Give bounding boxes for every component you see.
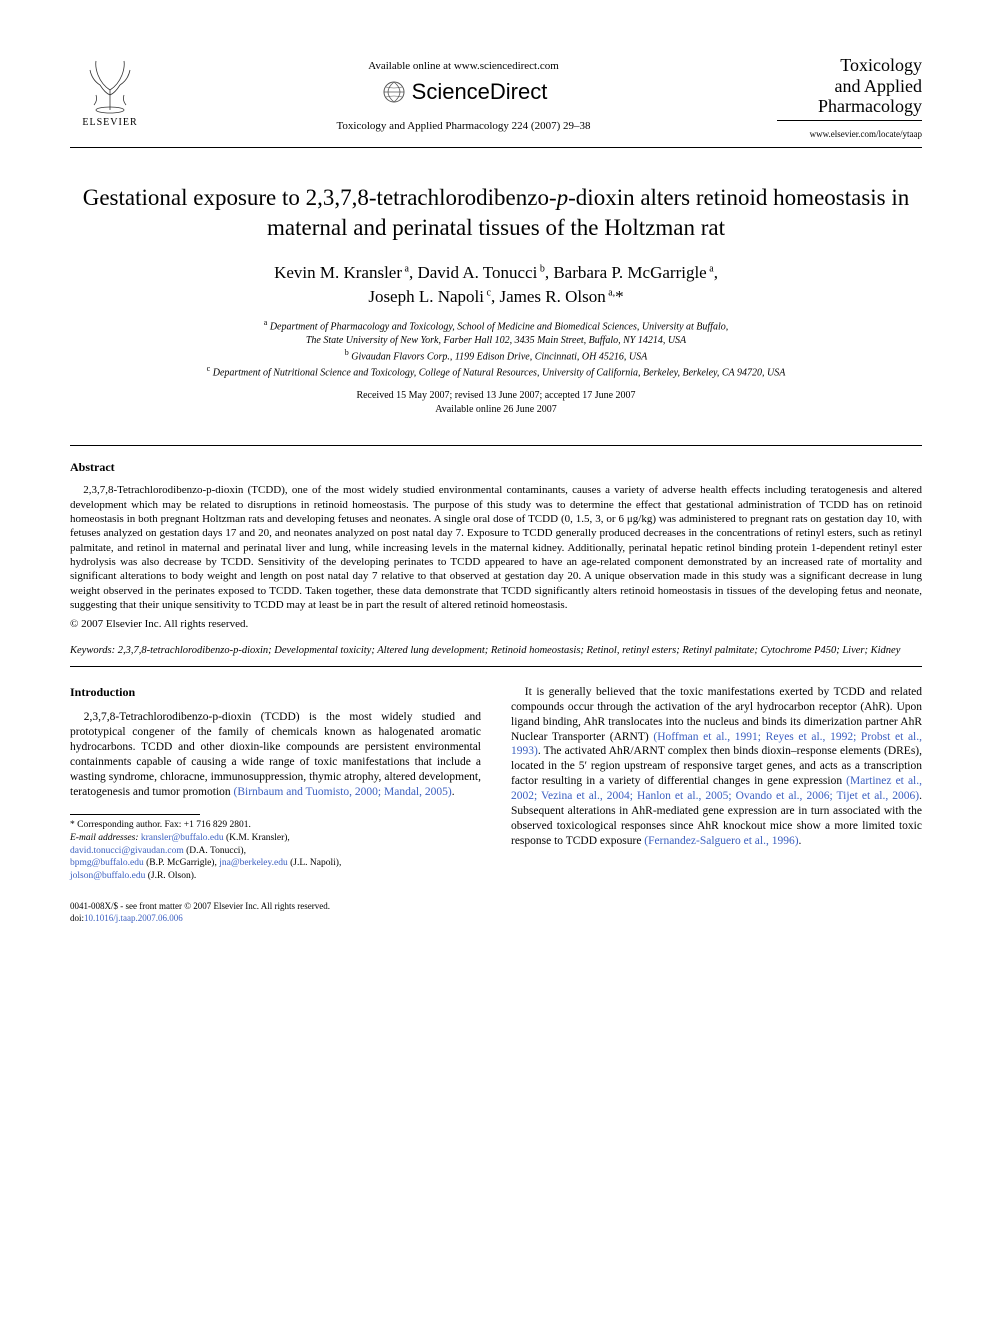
received-date: Received 15 May 2007; revised 13 June 20… [70, 389, 922, 403]
corresponding-author: * Corresponding author. Fax: +1 716 829 … [70, 819, 481, 832]
emails-label: E-mail addresses: [70, 833, 139, 843]
abstract-bottom-rule [70, 666, 922, 667]
front-matter-line: 0041-008X/$ - see front matter © 2007 El… [70, 901, 481, 913]
affiliations: a Department of Pharmacology and Toxicol… [70, 318, 922, 379]
available-online-text: Available online at www.sciencedirect.co… [150, 60, 777, 72]
sciencedirect-icon [380, 78, 408, 106]
email-link[interactable]: bpmg@buffalo.edu [70, 858, 144, 868]
email-link[interactable]: jolson@buffalo.edu [70, 871, 145, 881]
sciencedirect-logo: ScienceDirect [150, 78, 777, 106]
introduction-heading: Introduction [70, 685, 481, 701]
abstract-heading: Abstract [70, 460, 922, 475]
date-block: Received 15 May 2007; revised 13 June 20… [70, 389, 922, 417]
journal-title-block: Toxicology and Applied Pharmacology [777, 55, 922, 121]
elsevier-label: ELSEVIER [70, 117, 150, 128]
intro-para-1: 2,3,7,8-Tetrachlorodibenzo-p-dioxin (TCD… [70, 710, 481, 800]
email-link[interactable]: kransler@buffalo.edu [141, 833, 224, 843]
keywords: Keywords: 2,3,7,8-tetrachlorodibenzo-p-d… [70, 644, 922, 658]
abstract-text: 2,3,7,8-Tetrachlorodibenzo-p-dioxin (TCD… [70, 483, 922, 612]
sciencedirect-text: ScienceDirect [412, 79, 548, 105]
footer-block: 0041-008X/$ - see front matter © 2007 El… [70, 901, 481, 924]
journal-title-line3: Pharmacology [777, 96, 922, 117]
doi-link[interactable]: 10.1016/j.taap.2007.06.006 [84, 913, 183, 923]
header-row: ELSEVIER Available online at www.science… [70, 55, 922, 139]
authors: Kevin M. Kransler a, David A. Tonucci b,… [70, 261, 922, 309]
available-date: Available online 26 June 2007 [70, 403, 922, 417]
elsevier-tree-icon [80, 55, 140, 115]
journal-reference: Toxicology and Applied Pharmacology 224 … [150, 120, 777, 132]
journal-title-line1: Toxicology [777, 55, 922, 76]
intro-para-2: It is generally believed that the toxic … [511, 685, 922, 849]
affiliation-b: Givaudan Flavors Corp., 1199 Edison Driv… [351, 351, 647, 362]
affiliation-c: Department of Nutritional Science and To… [213, 367, 786, 378]
abstract-top-rule [70, 445, 922, 446]
abstract-copyright: © 2007 Elsevier Inc. All rights reserved… [70, 618, 922, 630]
keywords-text: 2,3,7,8-tetrachlorodibenzo-p-dioxin; Dev… [115, 645, 900, 656]
email-link[interactable]: jna@berkeley.edu [219, 858, 288, 868]
affiliation-a: Department of Pharmacology and Toxicolog… [270, 322, 728, 333]
email-link[interactable]: david.tonucci@givaudan.com [70, 846, 184, 856]
left-column: Introduction 2,3,7,8-Tetrachlorodibenzo-… [70, 685, 481, 925]
affiliation-a-line2: The State University of New York, Farber… [70, 334, 922, 348]
citation-link[interactable]: (Birnbaum and Tuomisto, 2000; Mandal, 20… [234, 786, 452, 798]
article-title: Gestational exposure to 2,3,7,8-tetrachl… [70, 183, 922, 243]
citation-link[interactable]: (Fernandez-Salguero et al., 1996) [644, 835, 798, 847]
header-rule [70, 147, 922, 148]
body-two-column: Introduction 2,3,7,8-Tetrachlorodibenzo-… [70, 685, 922, 925]
keywords-label: Keywords: [70, 645, 115, 656]
email-addresses: E-mail addresses: kransler@buffalo.edu (… [70, 832, 481, 883]
journal-logo-block: Toxicology and Applied Pharmacology www.… [777, 55, 922, 139]
center-header: Available online at www.sciencedirect.co… [150, 55, 777, 132]
elsevier-logo: ELSEVIER [70, 55, 150, 128]
journal-title-line2: and Applied [777, 76, 922, 97]
right-column: It is generally believed that the toxic … [511, 685, 922, 925]
doi-line: doi:10.1016/j.taap.2007.06.006 [70, 913, 481, 925]
footnote-rule [70, 814, 200, 815]
footnote-block: * Corresponding author. Fax: +1 716 829 … [70, 819, 481, 883]
journal-url: www.elsevier.com/locate/ytaap [777, 129, 922, 139]
